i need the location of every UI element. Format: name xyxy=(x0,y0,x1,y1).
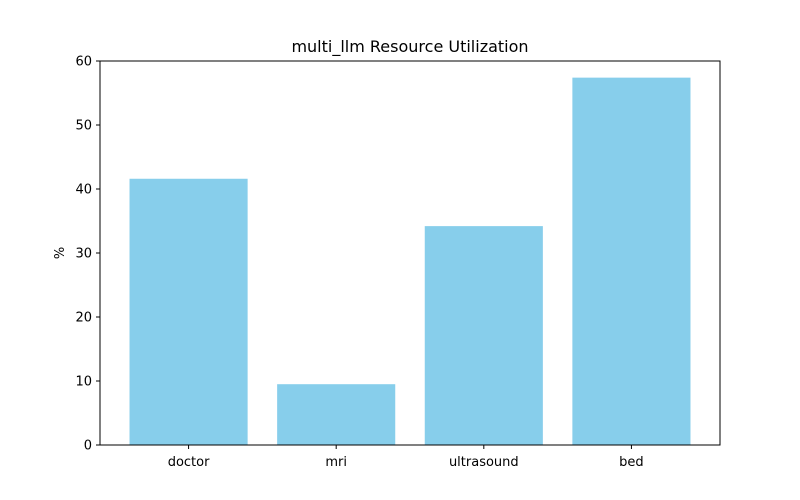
y-tick-label: 10 xyxy=(75,375,92,390)
y-tick-label: 50 xyxy=(75,119,92,134)
bar-bed xyxy=(572,77,691,445)
bar-doctor xyxy=(129,178,248,445)
y-axis-label: % xyxy=(53,247,68,259)
x-tick-label: doctor xyxy=(168,455,210,470)
y-tick-label: 30 xyxy=(75,247,92,262)
bar-mri xyxy=(277,384,396,445)
y-axis-ticks: 0 10 20 30 40 50 60 xyxy=(75,55,100,454)
x-axis-ticks: doctor mri ultrasound bed xyxy=(168,445,644,470)
plot-area-frame xyxy=(99,60,721,446)
x-tick-label: bed xyxy=(619,455,644,470)
y-tick-label: 40 xyxy=(75,183,92,198)
y-tick-label: 60 xyxy=(75,55,92,70)
bars-layer xyxy=(129,77,691,445)
bar-ultrasound xyxy=(424,226,543,445)
x-tick-label: ultrasound xyxy=(449,455,519,470)
x-tick-label: mri xyxy=(325,455,347,470)
y-tick-label: 20 xyxy=(75,311,92,326)
chart-title: multi_llm Resource Utilization xyxy=(291,37,528,57)
y-tick-label: 0 xyxy=(84,439,92,454)
